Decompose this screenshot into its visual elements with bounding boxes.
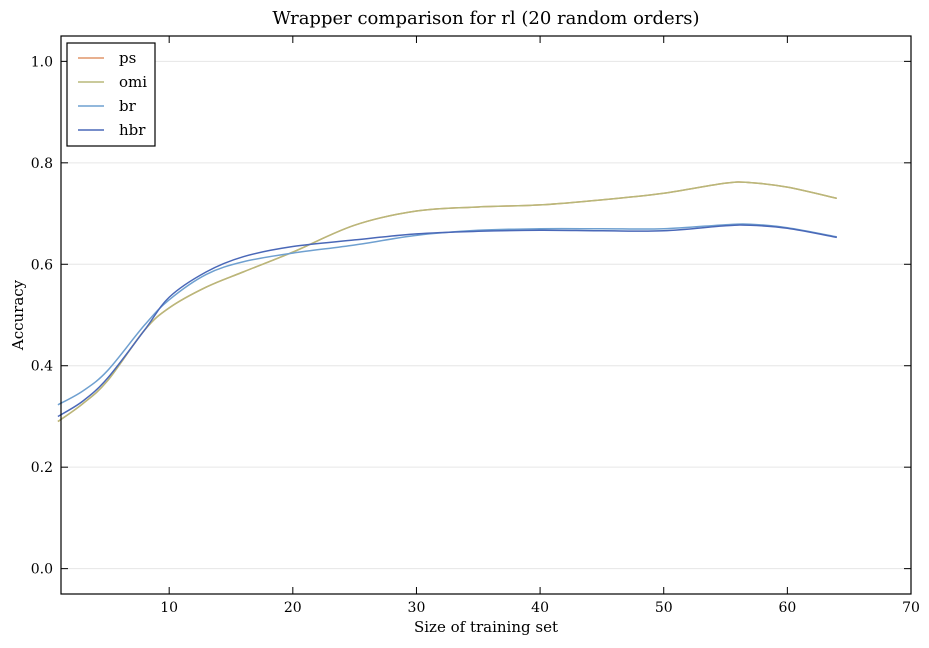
y-tick-label: 0.6 [31,257,53,273]
x-tick-label: 50 [655,600,673,616]
series-line-br [57,223,837,406]
x-axis-label: Size of training set [414,618,558,636]
x-tick-label: 60 [778,600,796,616]
x-tick-label: 20 [284,600,302,616]
x-tick-label: 10 [160,600,178,616]
series-lines [57,181,837,423]
legend-label-ps: ps [119,49,136,67]
y-tick-label: 0.4 [31,359,53,375]
y-tick-label: 0.8 [31,156,53,172]
y-tick-label: 0.2 [31,460,53,476]
legend-label-omi: omi [119,73,147,91]
series-line-omi [57,181,837,423]
x-tick-label: 30 [408,600,426,616]
y-tick-label: 1.0 [31,54,53,70]
legend-box [66,42,156,147]
series-line-hbr [57,224,837,418]
ticks: 0.0 0.2 0.4 0.6 0.8 1.0 10 20 30 40 50 60 70 [31,36,920,616]
legend-label-hbr: hbr [119,121,146,139]
grid [61,60,911,570]
chart-title: Wrapper comparison for rl (20 random ord… [272,8,699,29]
y-axis-label: Accuracy [9,279,27,351]
x-tick-label: 70 [902,600,920,616]
legend: ps omi br hbr [66,42,156,147]
series-line-ps [57,181,837,423]
x-tick-label: 40 [531,600,549,616]
legend-label-br: br [119,97,137,115]
plot-frame [60,35,912,595]
y-tick-label: 0.0 [31,562,53,578]
